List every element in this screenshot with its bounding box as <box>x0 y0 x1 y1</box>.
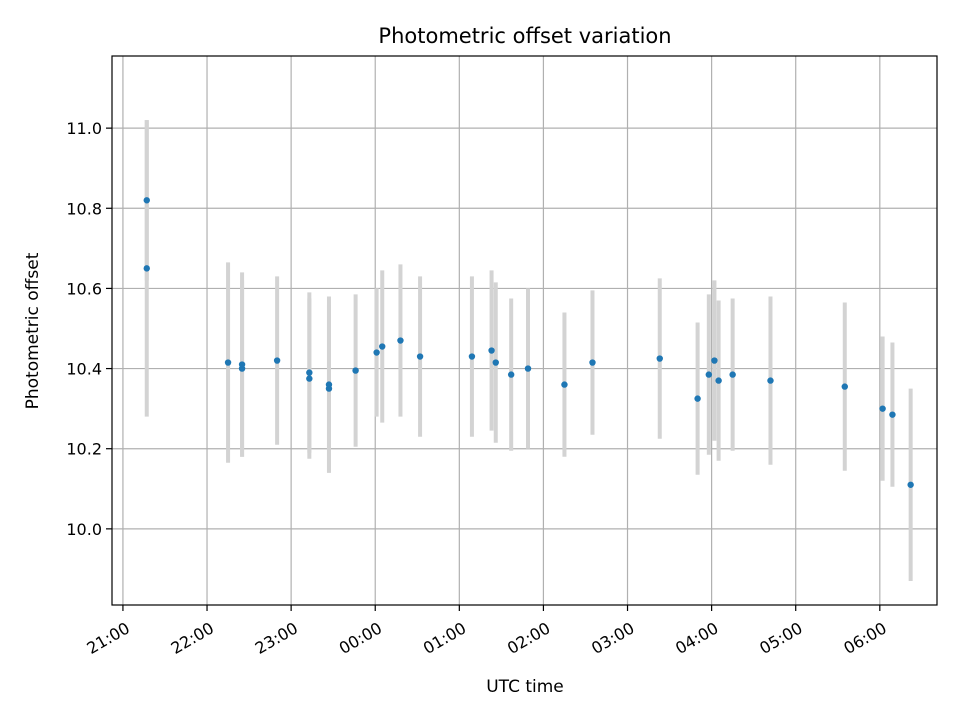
data-point <box>143 265 150 272</box>
data-point <box>524 365 532 372</box>
data-point <box>373 349 380 356</box>
data-point <box>715 377 722 384</box>
data-point <box>507 371 515 378</box>
x-axis-ticks: 21:00 22:00 23:00 00:00 01:00 02:00 03:00 04:00… <box>84 605 890 658</box>
y-tick-label: 11.0 <box>66 119 102 138</box>
data-point <box>143 197 150 204</box>
data-point <box>711 357 718 364</box>
chart-title: Photometric offset variation <box>378 24 671 48</box>
data-point <box>879 405 886 412</box>
data-point <box>397 337 404 344</box>
data-point <box>224 359 232 366</box>
data-point <box>656 355 663 362</box>
data-point <box>416 353 424 360</box>
y-axis-ticks: 10.0 10.2 10.4 10.6 10.8 11.0 <box>66 119 112 539</box>
data-point <box>379 343 386 350</box>
plot-frame <box>111 55 938 606</box>
data-point <box>767 377 774 384</box>
x-axis-label: UTC time <box>486 677 564 697</box>
x-tick-label: 02:00 <box>504 618 553 658</box>
x-tick-label: 22:00 <box>168 618 217 658</box>
x-tick-label: 00:00 <box>336 618 385 658</box>
data-point <box>705 371 713 378</box>
y-axis-label: Photometric offset <box>23 252 43 409</box>
data-point <box>889 411 896 418</box>
x-tick-label: 03:00 <box>588 618 637 658</box>
y-tick-label: 10.0 <box>66 520 102 539</box>
y-tick-label: 10.4 <box>66 360 102 379</box>
data-point <box>238 361 246 368</box>
data-point <box>273 357 281 364</box>
data-points <box>143 197 914 488</box>
y-tick-label: 10.2 <box>66 440 102 459</box>
data-point <box>492 359 499 366</box>
data-point <box>694 395 701 402</box>
data-point <box>561 381 568 388</box>
data-point <box>306 369 313 376</box>
x-tick-label: 23:00 <box>252 618 301 658</box>
y-tick-label: 10.8 <box>66 199 102 218</box>
x-tick-label: 05:00 <box>756 618 805 658</box>
data-point <box>352 367 359 374</box>
data-point <box>589 359 596 366</box>
data-point <box>325 381 333 388</box>
y-tick-label: 10.6 <box>66 279 102 298</box>
grid-lines <box>112 56 937 605</box>
data-point <box>729 371 736 378</box>
data-point <box>841 383 848 390</box>
data-point <box>907 481 914 488</box>
x-tick-label: 21:00 <box>84 618 133 658</box>
data-point <box>468 353 476 360</box>
data-point <box>306 375 313 382</box>
x-tick-label: 06:00 <box>840 618 889 658</box>
x-tick-label: 01:00 <box>420 618 469 658</box>
data-point <box>488 347 495 354</box>
x-tick-label: 04:00 <box>672 618 721 658</box>
